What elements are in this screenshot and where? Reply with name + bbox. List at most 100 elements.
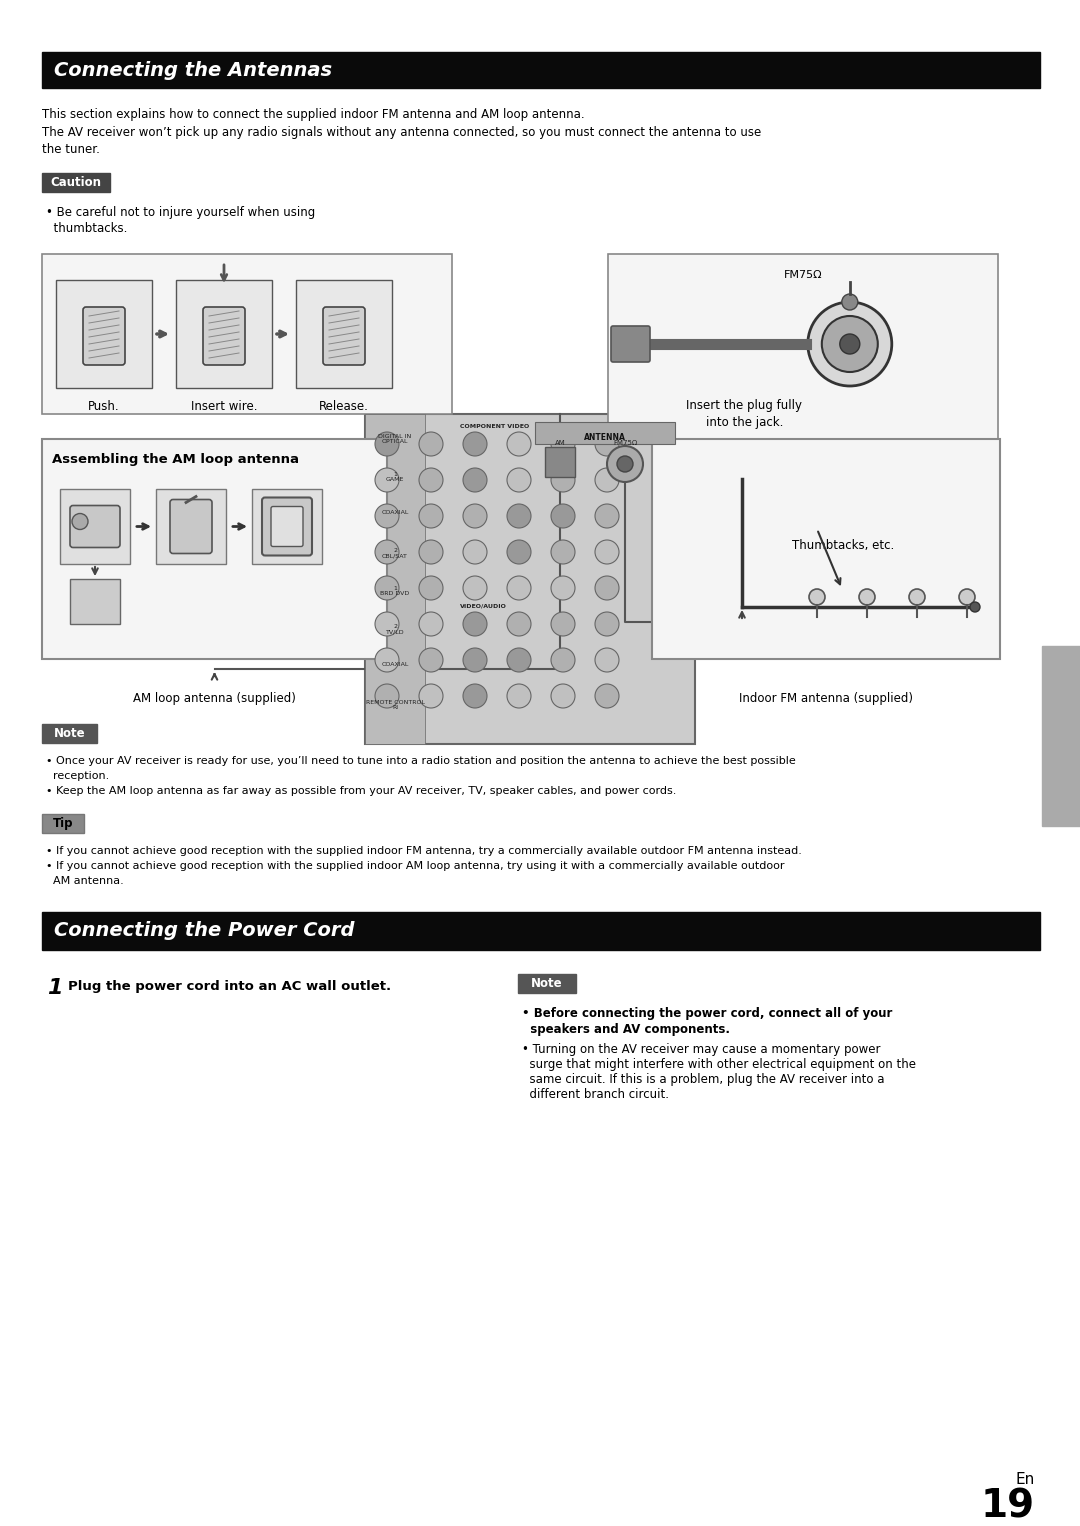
Text: • Once your AV receiver is ready for use, you’ll need to tune into a radio stati: • Once your AV receiver is ready for use… xyxy=(46,755,796,766)
Circle shape xyxy=(809,589,825,604)
Circle shape xyxy=(463,649,487,671)
Text: • If you cannot achieve good reception with the supplied indoor AM loop antenna,: • If you cannot achieve good reception w… xyxy=(46,861,784,871)
Circle shape xyxy=(463,575,487,600)
Circle shape xyxy=(617,456,633,472)
Text: The AV receiver won’t pick up any radio signals without any antenna connected, s: The AV receiver won’t pick up any radio … xyxy=(42,127,761,139)
Bar xyxy=(42,723,97,743)
Circle shape xyxy=(507,468,531,491)
Text: 19: 19 xyxy=(981,1488,1035,1526)
Text: AM loop antenna (supplied): AM loop antenna (supplied) xyxy=(133,691,296,705)
Text: AM: AM xyxy=(555,439,565,446)
FancyBboxPatch shape xyxy=(170,499,212,554)
Circle shape xyxy=(551,468,575,491)
Circle shape xyxy=(375,612,399,636)
Circle shape xyxy=(595,684,619,708)
Bar xyxy=(56,279,152,388)
Circle shape xyxy=(419,612,443,636)
Bar xyxy=(42,913,1040,951)
Text: AM antenna.: AM antenna. xyxy=(46,876,124,887)
Circle shape xyxy=(375,504,399,528)
Text: 1
BRD DVD: 1 BRD DVD xyxy=(380,586,409,597)
Text: surge that might interfere with other electrical equipment on the: surge that might interfere with other el… xyxy=(522,1058,916,1071)
Circle shape xyxy=(551,540,575,565)
Text: This section explains how to connect the supplied indoor FM antenna and AM loop : This section explains how to connect the… xyxy=(42,108,584,121)
Circle shape xyxy=(551,432,575,456)
Circle shape xyxy=(595,649,619,671)
Circle shape xyxy=(375,540,399,565)
Bar xyxy=(70,578,120,624)
Text: Assembling the AM loop antenna: Assembling the AM loop antenna xyxy=(52,453,299,465)
Circle shape xyxy=(463,684,487,708)
Text: 1
GAME: 1 GAME xyxy=(386,472,404,482)
Circle shape xyxy=(595,575,619,600)
Circle shape xyxy=(841,295,858,310)
FancyBboxPatch shape xyxy=(271,507,303,546)
Text: Thumbtacks, etc.: Thumbtacks, etc. xyxy=(793,539,894,552)
Bar xyxy=(518,974,576,993)
Circle shape xyxy=(463,468,487,491)
Text: 1: 1 xyxy=(48,978,63,998)
Bar xyxy=(535,423,675,444)
Circle shape xyxy=(419,468,443,491)
Text: speakers and AV components.: speakers and AV components. xyxy=(522,1022,730,1036)
Circle shape xyxy=(419,540,443,565)
Circle shape xyxy=(970,601,980,612)
Bar xyxy=(252,488,322,565)
Text: into the jack.: into the jack. xyxy=(706,417,783,429)
Circle shape xyxy=(375,575,399,600)
Circle shape xyxy=(72,514,87,530)
FancyBboxPatch shape xyxy=(262,497,312,555)
Text: Insert the plug fully: Insert the plug fully xyxy=(687,398,802,412)
Bar xyxy=(42,813,84,833)
Circle shape xyxy=(595,612,619,636)
Circle shape xyxy=(551,612,575,636)
Circle shape xyxy=(419,504,443,528)
Circle shape xyxy=(595,540,619,565)
Bar xyxy=(42,172,110,192)
Circle shape xyxy=(607,446,643,482)
Bar xyxy=(608,253,998,439)
Circle shape xyxy=(507,575,531,600)
Text: Note: Note xyxy=(54,726,85,740)
Text: Push.: Push. xyxy=(89,400,120,414)
Circle shape xyxy=(595,504,619,528)
Circle shape xyxy=(840,334,860,354)
Bar xyxy=(156,488,226,565)
Text: COAXIAL: COAXIAL xyxy=(381,662,408,667)
Text: Insert wire.: Insert wire. xyxy=(191,400,257,414)
FancyBboxPatch shape xyxy=(83,307,125,365)
Circle shape xyxy=(463,432,487,456)
Text: reception.: reception. xyxy=(46,771,109,781)
Circle shape xyxy=(419,432,443,456)
Text: Tip: Tip xyxy=(53,816,73,830)
Circle shape xyxy=(463,504,487,528)
Circle shape xyxy=(375,649,399,671)
Text: the tuner.: the tuner. xyxy=(42,143,99,156)
Text: Release.: Release. xyxy=(319,400,369,414)
Circle shape xyxy=(463,540,487,565)
Text: FM75Ω: FM75Ω xyxy=(784,270,822,279)
Bar xyxy=(42,253,453,414)
Text: Note: Note xyxy=(531,977,563,990)
Bar xyxy=(365,414,426,745)
Circle shape xyxy=(507,432,531,456)
Circle shape xyxy=(375,468,399,491)
Text: different branch circuit.: different branch circuit. xyxy=(522,1088,669,1100)
Text: COAXIAL: COAXIAL xyxy=(381,510,408,514)
Text: ANTENNA: ANTENNA xyxy=(584,433,626,443)
Bar xyxy=(652,439,1000,659)
Text: Connecting the Power Cord: Connecting the Power Cord xyxy=(54,922,354,940)
Text: Plug the power cord into an AC wall outlet.: Plug the power cord into an AC wall outl… xyxy=(68,980,391,993)
Text: • Be careful not to injure yourself when using: • Be careful not to injure yourself when… xyxy=(46,206,315,220)
Circle shape xyxy=(859,589,875,604)
FancyBboxPatch shape xyxy=(70,505,120,548)
Circle shape xyxy=(375,432,399,456)
Circle shape xyxy=(507,649,531,671)
Bar xyxy=(176,279,272,388)
Text: 2
CBL/SAT: 2 CBL/SAT xyxy=(382,548,408,559)
Circle shape xyxy=(419,575,443,600)
Text: • If you cannot achieve good reception with the supplied indoor FM antenna, try : • If you cannot achieve good reception w… xyxy=(46,845,801,856)
Bar xyxy=(60,488,130,565)
Text: FM75Ω: FM75Ω xyxy=(612,439,637,446)
Circle shape xyxy=(375,684,399,708)
